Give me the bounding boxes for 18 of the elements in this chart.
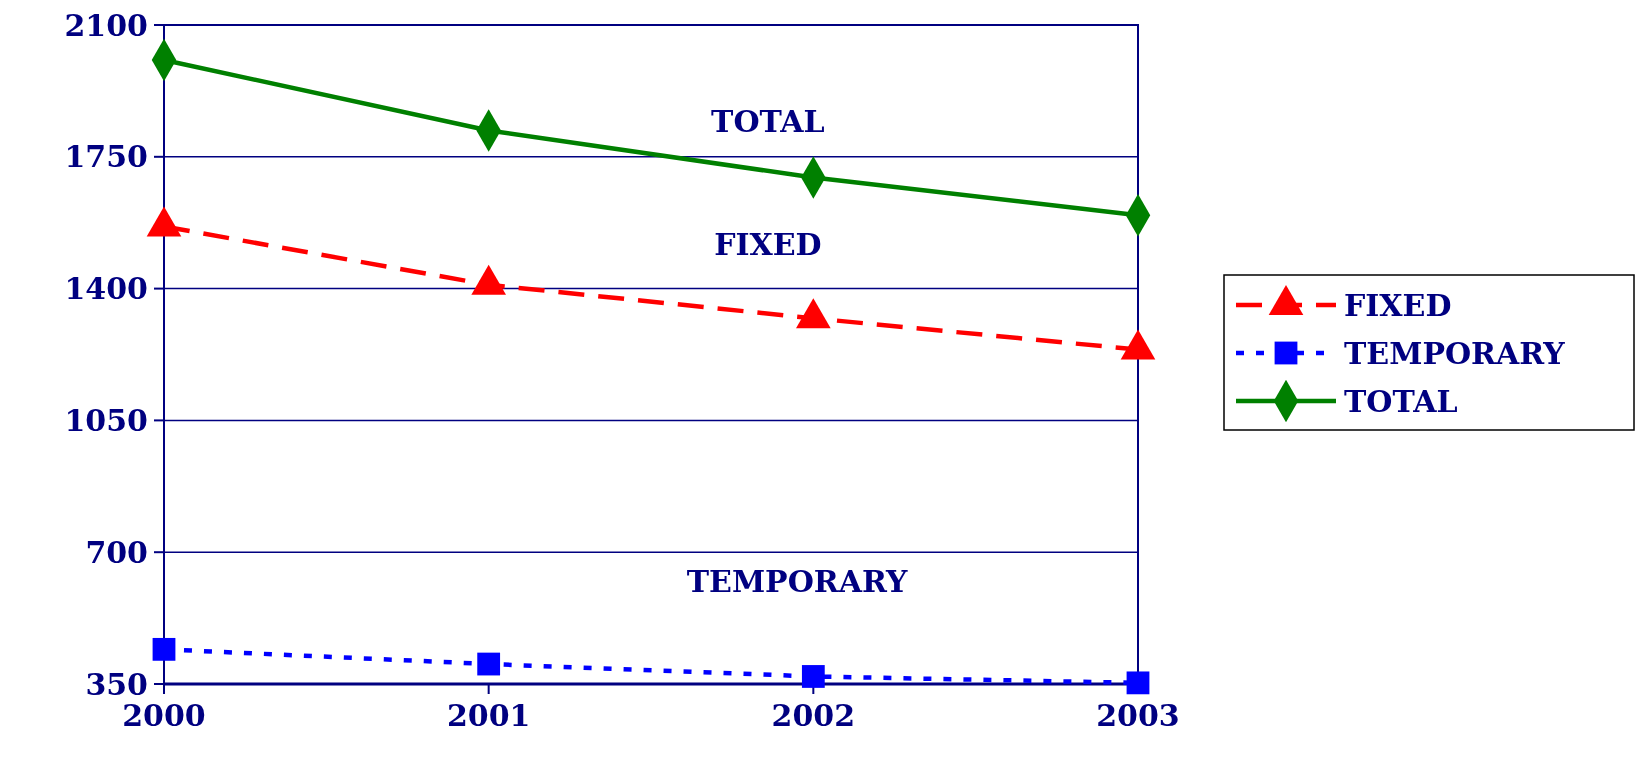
annotation: TEMPORARY (686, 563, 909, 599)
legend-label: TEMPORARY (1344, 335, 1566, 371)
x-tick-label: 2002 (771, 698, 856, 733)
point (801, 665, 825, 688)
y-tick-label: 1050 (64, 402, 148, 438)
point (477, 652, 501, 676)
annotation: TOTAL (711, 104, 825, 140)
legend-label: FIXED (1344, 287, 1452, 323)
x-tick-label: 2001 (446, 698, 531, 733)
annotation: FIXED (714, 226, 822, 262)
x-tick-label: 2003 (1096, 698, 1180, 733)
y-tick-label: 2100 (64, 7, 148, 43)
y-tick-label: 1400 (64, 271, 148, 307)
legend-label: TOTAL (1344, 383, 1458, 419)
point (1126, 671, 1150, 695)
y-tick-label: 1750 (64, 139, 148, 175)
point (152, 637, 176, 661)
y-tick-label: 700 (85, 534, 148, 570)
